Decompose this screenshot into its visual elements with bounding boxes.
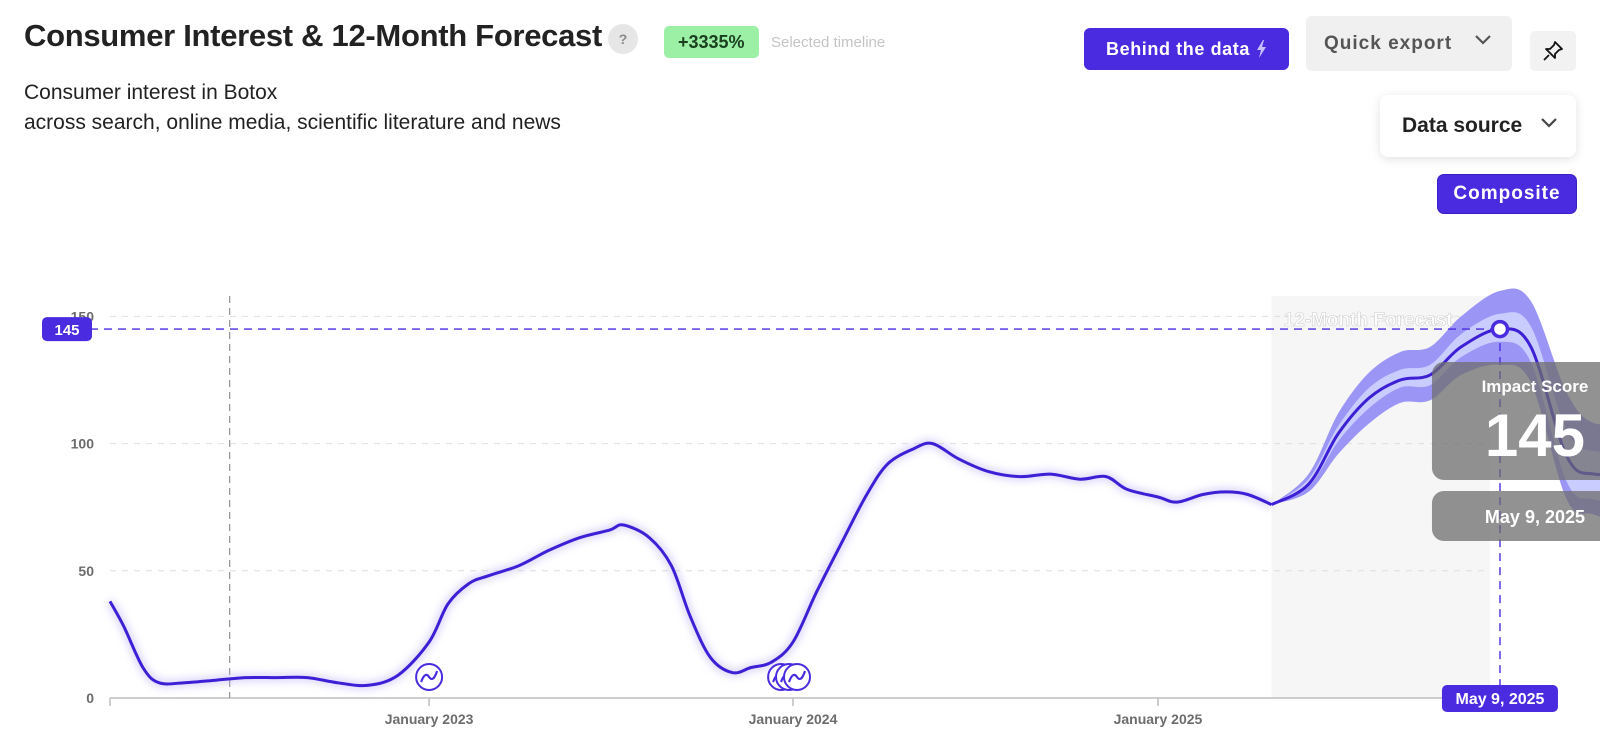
subtitle-line-1: Consumer interest in Botox <box>24 81 278 104</box>
forecast-band-inner <box>1271 312 1600 505</box>
pin-button[interactable] <box>1530 31 1576 71</box>
history-line <box>108 441 1273 688</box>
subtitle: Consumer interest in Botox across search… <box>24 78 561 138</box>
tooltip-box <box>1431 362 1600 480</box>
behind-the-data-label: Behind the data <box>1105 38 1250 59</box>
trend-icon-glyph <box>787 670 807 683</box>
history-line-glow <box>106 439 1274 690</box>
tooltip-title: Impact Score <box>1482 377 1589 396</box>
selected-point <box>1490 319 1510 339</box>
data-source-label: Data source <box>1402 114 1523 137</box>
tooltip-date: May 9, 2025 <box>1485 507 1585 527</box>
x-tick-label: January 2023 <box>385 711 474 727</box>
y-tick-label: 50 <box>78 563 94 579</box>
quick-export-button[interactable]: Quick export <box>1306 16 1512 71</box>
trend-icon <box>415 663 444 691</box>
quick-export-label: Quick export <box>1324 32 1453 54</box>
trend-icon-glyph <box>420 670 439 683</box>
x-value-badge <box>1441 685 1558 712</box>
composite-button[interactable]: Composite <box>1438 175 1576 213</box>
question-icon[interactable]: ? <box>608 24 638 54</box>
x-value-label: May 9, 2025 <box>1455 691 1544 708</box>
data-source-dropdown[interactable]: Data source <box>1380 95 1576 157</box>
chevron-down-icon <box>1475 35 1491 45</box>
behind-the-data-button[interactable]: Behind the data <box>1084 28 1289 70</box>
trend-icon <box>783 663 811 691</box>
tooltip-date-box <box>1431 491 1600 541</box>
x-tick-label: January 2024 <box>749 711 838 727</box>
x-tick-label: January 2025 <box>1114 711 1203 727</box>
page-title: Consumer Interest & 12-Month Forecast <box>24 18 603 53</box>
y-tick-label: 0 <box>86 690 94 706</box>
chevron-down-icon <box>1541 118 1557 128</box>
subtitle-line-2: across search, online media, scientific … <box>24 111 561 134</box>
lightning-icon <box>1257 40 1266 58</box>
tooltip-value: 145 <box>1485 402 1585 469</box>
pin-icon <box>1543 41 1563 61</box>
y-tick-label: 100 <box>71 436 95 452</box>
y-value-label: 145 <box>54 322 79 339</box>
forecast-band-outer <box>1271 288 1600 517</box>
forecast-label: 12-Month Forecast <box>1284 310 1454 331</box>
growth-badge: +3335% <box>664 26 759 58</box>
growth-label: Selected timeline <box>771 34 886 51</box>
y-value-badge <box>42 317 92 342</box>
